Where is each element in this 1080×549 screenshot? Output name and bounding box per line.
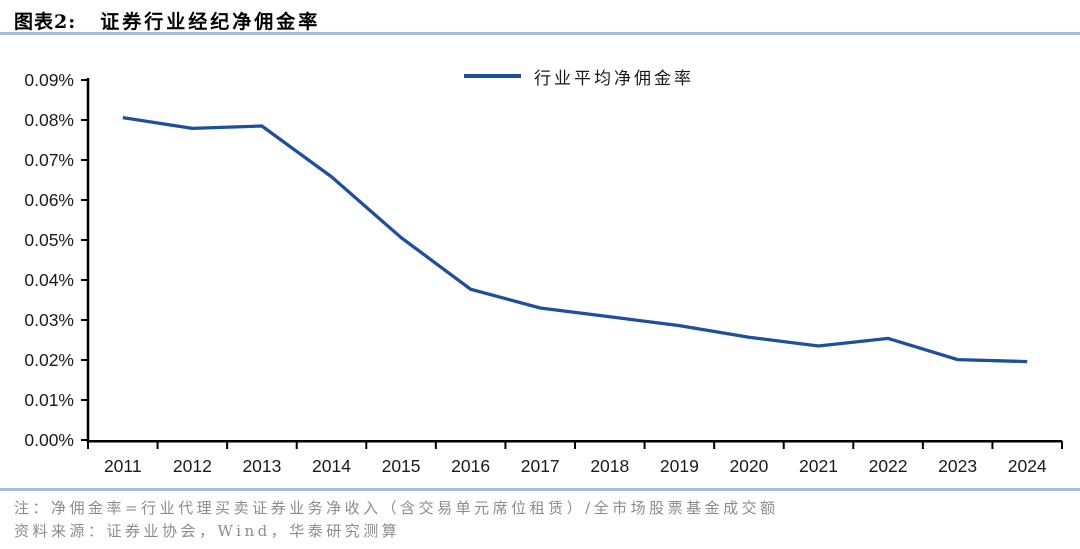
x-axis-tick-label: 2018 xyxy=(590,456,629,476)
x-axis-tick-label: 2013 xyxy=(242,456,281,476)
y-axis-tick-label: 0.07% xyxy=(24,150,74,170)
legend-line-swatch xyxy=(464,74,521,78)
commission-rate-line-chart: 0.00% 0.01% 0.02% 0.03% 0.04% 0.05% 0.06% 0.07%… xyxy=(24,70,1063,476)
x-axis-tick-label: 2021 xyxy=(799,456,838,476)
y-axis-tick-label: 0.01% xyxy=(24,390,74,410)
x-axis-tick-label: 2019 xyxy=(660,456,699,476)
commission-rate-chart: 0.00% 0.01% 0.02% 0.03% 0.04% 0.05% 0.06% 0.07%… xyxy=(0,40,1080,488)
title-divider-line xyxy=(0,32,1080,35)
figure-number-label: 图表2: xyxy=(14,11,77,33)
x-axis-tick-label: 2015 xyxy=(382,456,421,476)
chart-header: 图表2: 证券行业经纪净佣金率 xyxy=(14,7,320,34)
series-line xyxy=(122,115,1028,364)
legend-series-label: 行业平均净佣金率 xyxy=(534,68,694,89)
chart-source: 资料来源：证券业协会，Wind，华泰研究测算 xyxy=(14,522,401,540)
y-axis-tick-label: 0.08% xyxy=(24,110,74,130)
y-axis-tick-label: 0.06% xyxy=(24,190,74,210)
y-axis-tick-label: 0.02% xyxy=(24,350,74,370)
y-axis-tick-label: 0.05% xyxy=(24,230,74,250)
y-axis-tick-label: 0.00% xyxy=(24,430,74,450)
x-axis-tick-label: 2023 xyxy=(938,456,977,476)
x-axis-tick-label: 2011 xyxy=(104,456,142,476)
x-axis-tick-label: 2014 xyxy=(312,456,351,476)
x-axis-tick-label: 2012 xyxy=(173,456,212,476)
y-axis-tick-label: 0.09% xyxy=(24,70,74,90)
y-axis-tick-label: 0.03% xyxy=(24,310,74,330)
chart-note: 注：净佣金率=行业代理买卖证券业务净收入（含交易单元席位租赁）/全市场股票基金成… xyxy=(14,499,779,517)
figure-title: 证券行业经纪净佣金率 xyxy=(100,11,321,33)
legend: 行业平均净佣金率 xyxy=(464,66,694,89)
x-axis-tick-label: 2020 xyxy=(729,456,768,476)
x-axis-tick-label: 2024 xyxy=(1008,456,1047,476)
footer-divider-line xyxy=(0,488,1080,491)
x-axis-tick-label: 2022 xyxy=(869,456,908,476)
x-axis-tick-label: 2017 xyxy=(521,456,560,476)
x-axis-tick-label: 2016 xyxy=(451,456,490,476)
y-axis-tick-label: 0.04% xyxy=(24,270,74,290)
